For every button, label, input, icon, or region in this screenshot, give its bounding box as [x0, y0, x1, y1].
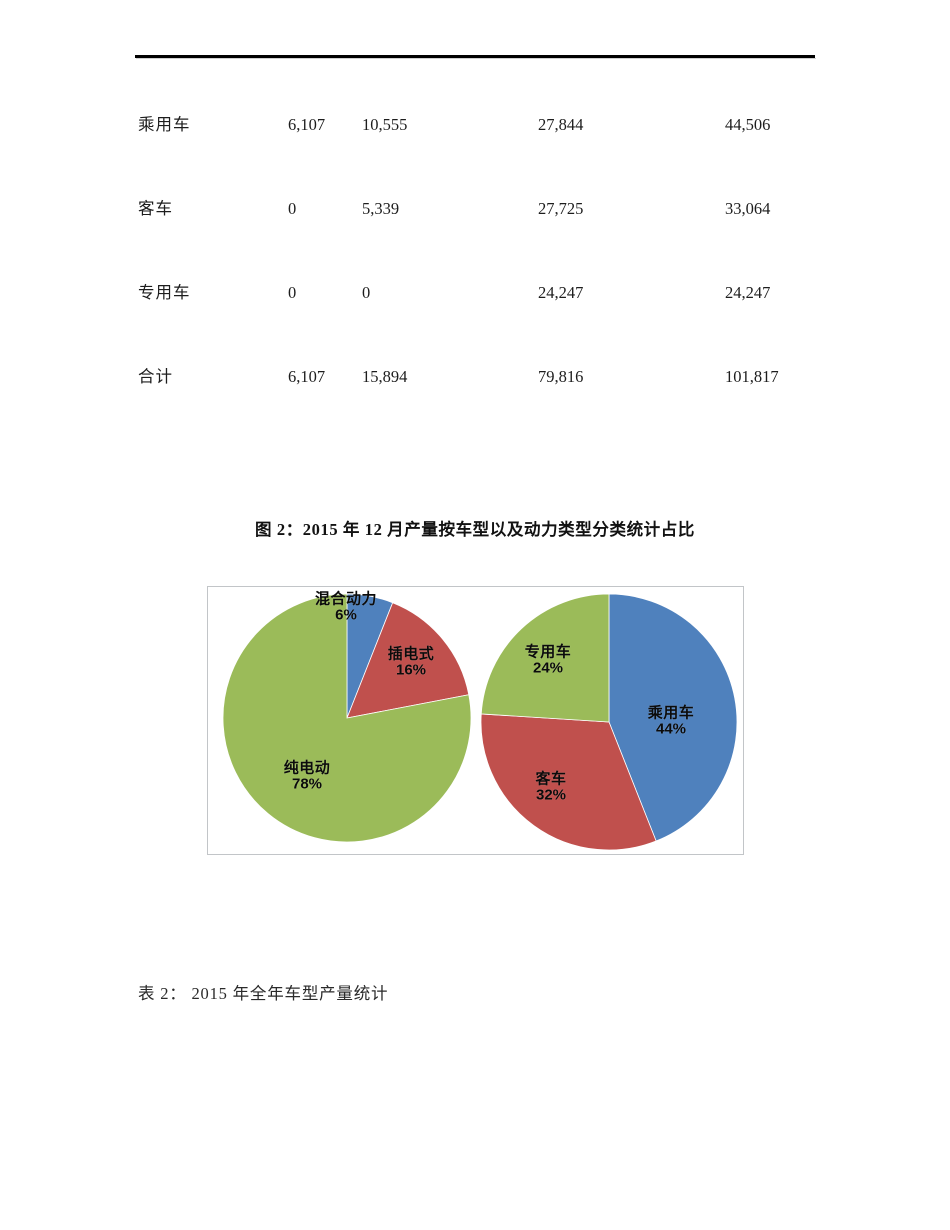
- pie-label-hybrid: 混合动力 6%: [314, 590, 378, 623]
- header-rule: [135, 55, 815, 58]
- pie-slice: [480, 713, 657, 851]
- table-row: 专用车 0 0 24,247 24,247: [0, 280, 950, 364]
- row-value-hybrid: 0: [288, 283, 297, 302]
- row-value-ev: 27,844: [538, 115, 584, 134]
- header-rule-shadow: [136, 58, 816, 59]
- pie-chart-svg: [222, 593, 738, 851]
- production-table: 乘用车 6,107 10,555 27,844 44,506 客车 0 5,33…: [0, 112, 950, 448]
- row-value-plugin: 10,555: [362, 115, 408, 134]
- pie-label-passenger: 乘用车 44%: [647, 704, 695, 737]
- row-value-total: 24,247: [725, 283, 771, 302]
- row-label: 客车: [138, 199, 173, 218]
- row-value-total: 101,817: [725, 367, 779, 386]
- row-label: 专用车: [138, 283, 191, 302]
- row-label: 乘用车: [138, 115, 191, 134]
- pie-slice: [480, 593, 610, 723]
- row-value-plugin: 15,894: [362, 367, 408, 386]
- row-value-ev: 27,725: [538, 199, 584, 218]
- vehicle-type-pie-group: [480, 593, 738, 851]
- pie-chart-figure: 混合动力 6% 插电式 16% 纯电动 78% 乘用车 44% 客车 32% 专…: [207, 586, 744, 855]
- row-value-hybrid: 6,107: [288, 115, 326, 134]
- table-row: 客车 0 5,339 27,725 33,064: [0, 196, 950, 280]
- row-value-hybrid: 6,107: [288, 367, 326, 386]
- powertrain-pie-group: [222, 593, 472, 843]
- row-value-total: 33,064: [725, 199, 771, 218]
- row-label: 合计: [138, 367, 173, 386]
- pie-label-plugin: 插电式 16%: [387, 645, 435, 678]
- table-row-total: 合计 6,107 15,894 79,816 101,817: [0, 364, 950, 448]
- row-value-plugin: 0: [362, 283, 371, 302]
- figure-caption: 图 2：2015 年 12 月产量按车型以及动力类型分类统计占比: [255, 520, 695, 539]
- table2-caption: 表 2： 2015 年全年车型产量统计: [138, 984, 389, 1003]
- row-value-total: 44,506: [725, 115, 771, 134]
- pie-slice: [346, 602, 470, 719]
- table-row: 乘用车 6,107 10,555 27,844 44,506: [0, 112, 950, 196]
- pie-slice: [608, 593, 738, 842]
- pie-slice: [222, 593, 472, 843]
- pie-label-special: 专用车 24%: [524, 643, 572, 676]
- row-value-plugin: 5,339: [362, 199, 400, 218]
- row-value-hybrid: 0: [288, 199, 297, 218]
- row-value-ev: 24,247: [538, 283, 584, 302]
- pie-label-ev: 纯电动 78%: [283, 759, 331, 792]
- pie-label-bus: 客车 32%: [535, 770, 567, 803]
- row-value-ev: 79,816: [538, 367, 584, 386]
